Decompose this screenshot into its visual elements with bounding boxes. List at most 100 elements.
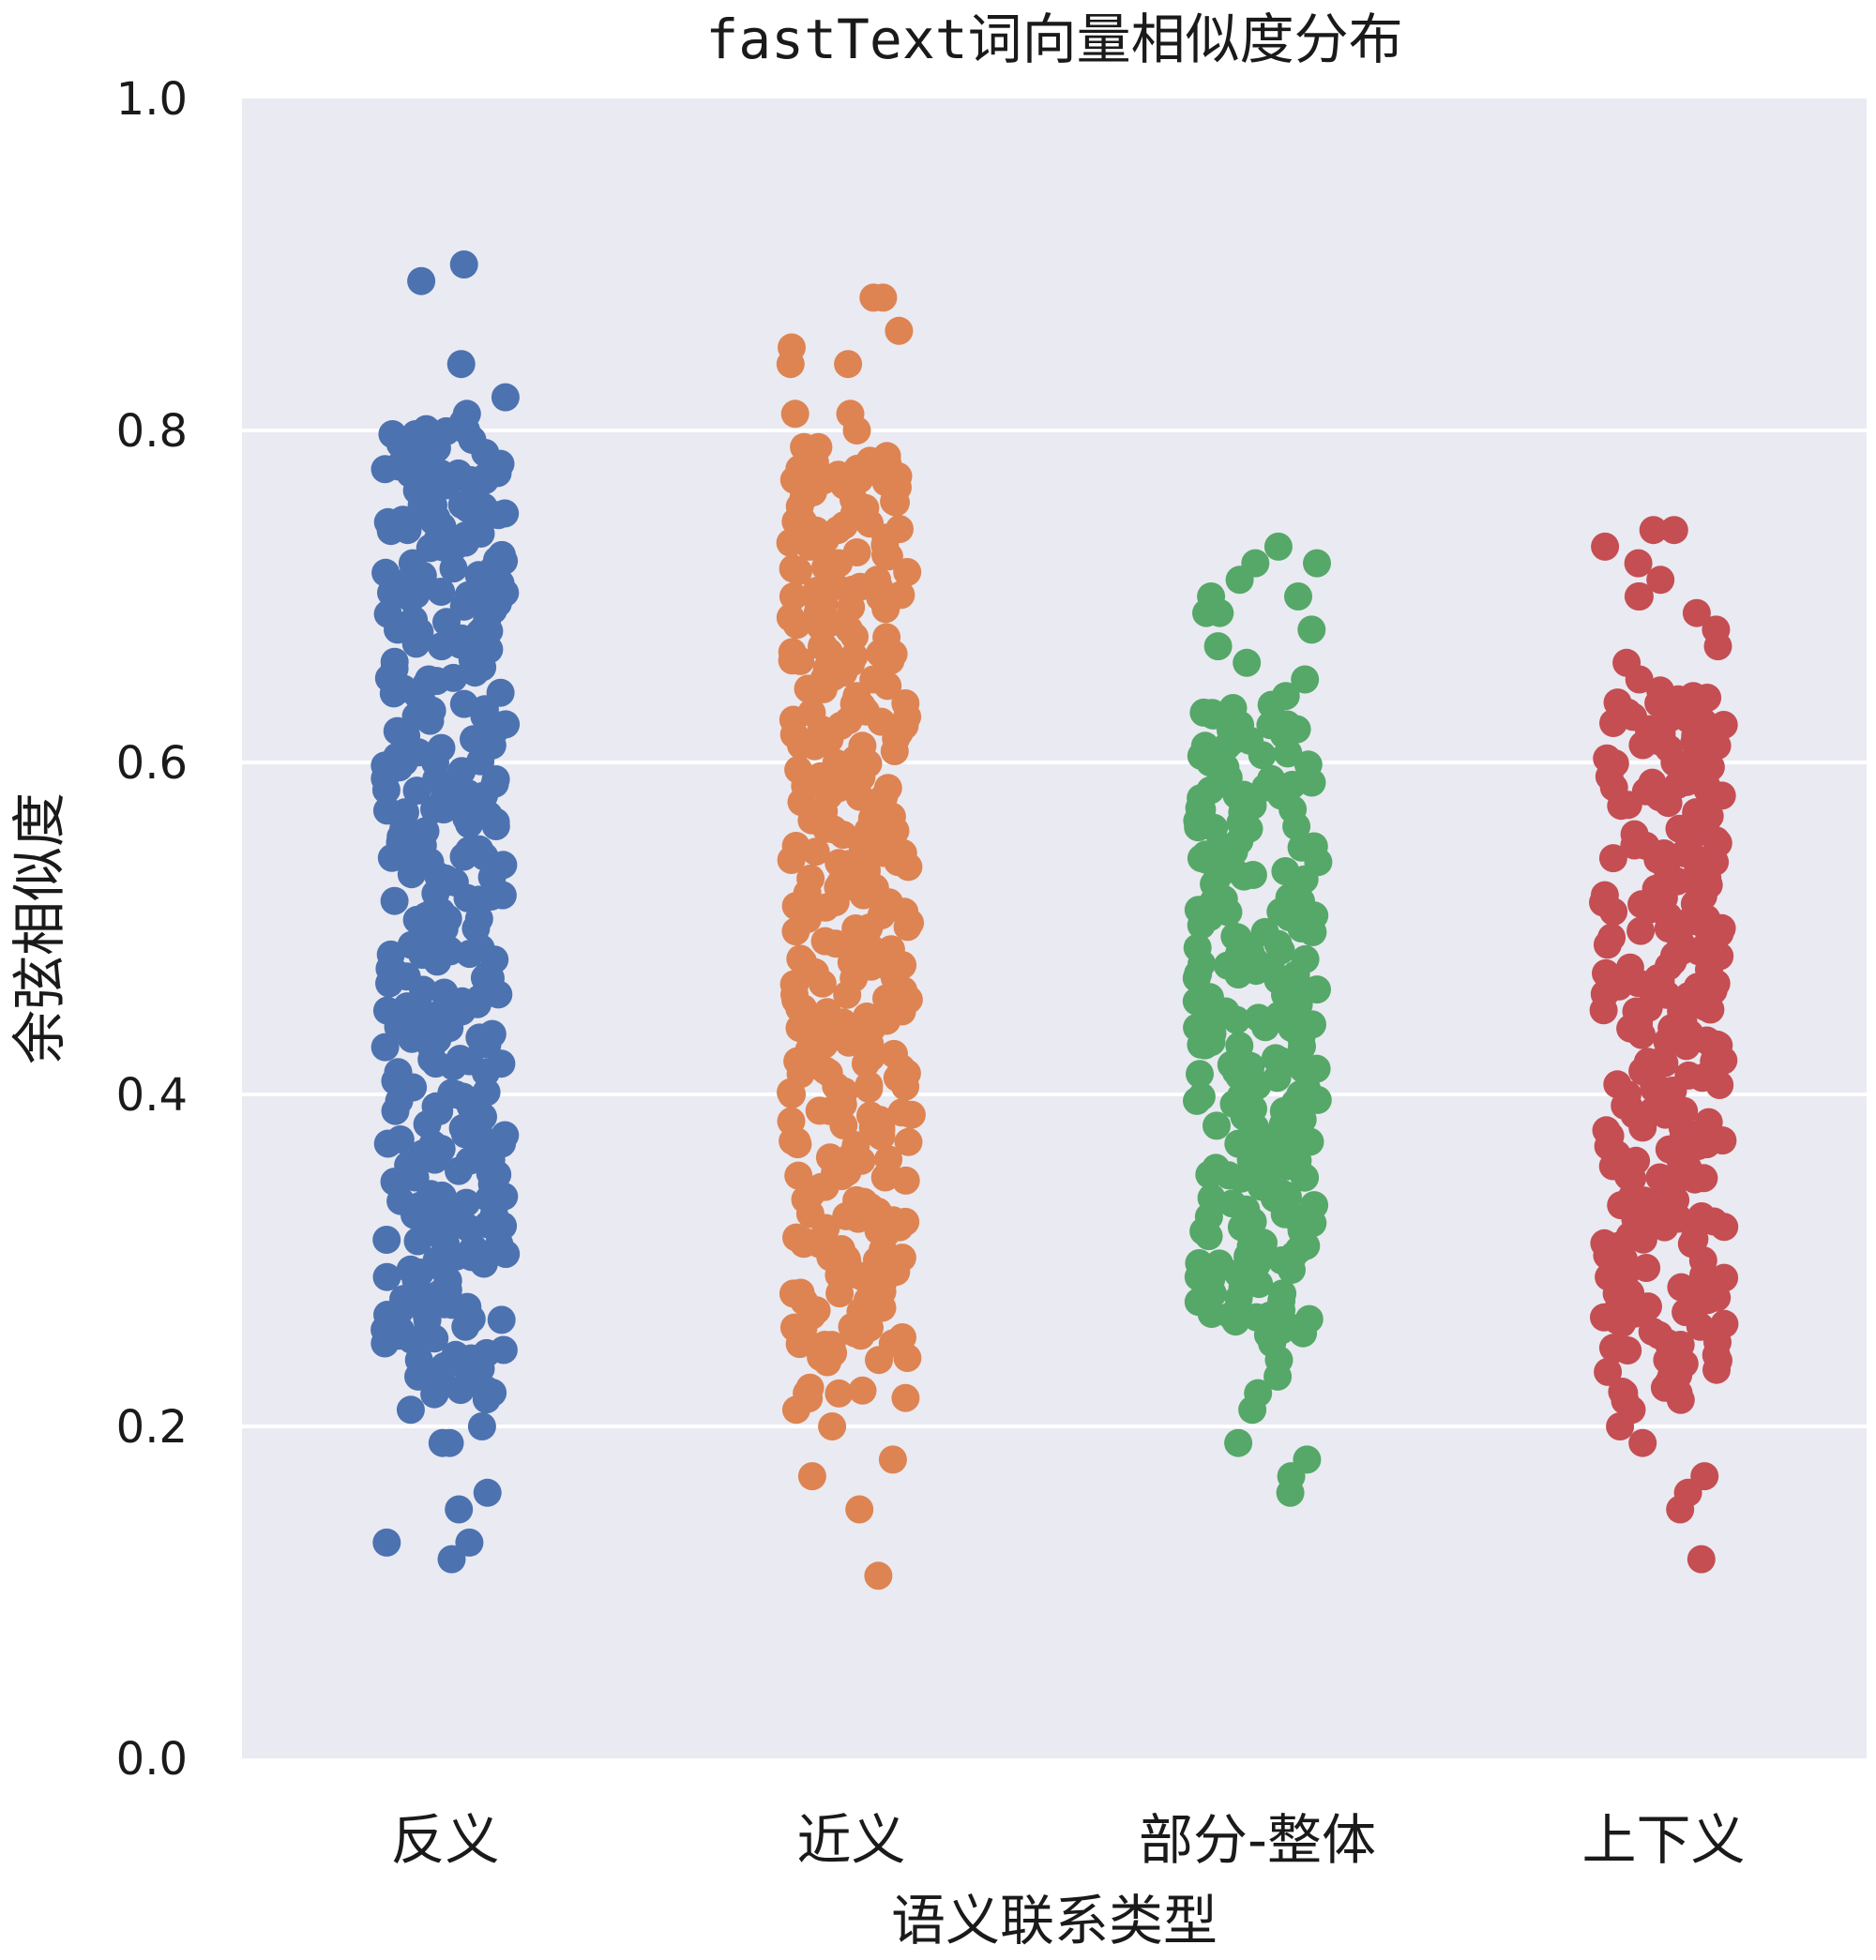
data-point xyxy=(784,1161,813,1190)
data-point xyxy=(392,962,421,991)
data-point xyxy=(832,1201,861,1230)
y-tick-labels: 0.0 0.2 0.4 0.6 0.8 1.0 xyxy=(116,73,188,1786)
x-tick-labels: 反义 近义 部分-整体 上下义 xyxy=(390,1808,1745,1872)
data-point xyxy=(808,969,837,998)
data-point xyxy=(1589,996,1618,1025)
data-point xyxy=(1608,1309,1637,1338)
data-point xyxy=(860,873,889,902)
data-point xyxy=(1591,532,1620,561)
data-point xyxy=(1219,837,1248,867)
data-point xyxy=(1222,1005,1251,1034)
data-point xyxy=(1628,1057,1657,1086)
data-point xyxy=(835,850,864,879)
data-point xyxy=(1689,1260,1717,1289)
data-point xyxy=(1257,690,1286,719)
data-point xyxy=(1303,549,1331,578)
data-point xyxy=(1224,1129,1253,1158)
data-point xyxy=(822,1072,851,1101)
data-point xyxy=(1688,882,1717,911)
data-point xyxy=(880,1039,908,1068)
data-point xyxy=(465,1023,494,1052)
data-point xyxy=(1705,1071,1734,1099)
data-point xyxy=(420,1380,449,1409)
data-point xyxy=(1631,776,1660,806)
data-point xyxy=(855,1071,884,1100)
data-point xyxy=(446,350,476,379)
data-point xyxy=(891,1166,920,1195)
data-point xyxy=(1185,1249,1214,1277)
data-point xyxy=(445,1156,473,1185)
data-point xyxy=(1607,792,1636,821)
data-point xyxy=(409,1009,438,1038)
data-point xyxy=(1297,615,1326,644)
data-point xyxy=(1627,890,1657,919)
data-point xyxy=(1694,755,1723,784)
data-point xyxy=(798,477,827,506)
data-point xyxy=(1278,1256,1306,1284)
data-point xyxy=(449,689,478,718)
data-point xyxy=(476,1159,505,1187)
data-point xyxy=(372,1262,401,1291)
data-point xyxy=(896,909,925,937)
data-point xyxy=(864,1561,893,1591)
data-point xyxy=(1625,1009,1654,1038)
data-point xyxy=(870,782,899,811)
data-point xyxy=(385,574,414,603)
data-point xyxy=(1626,916,1656,945)
data-point xyxy=(1299,832,1328,861)
x-tick-label: 部分-整体 xyxy=(1139,1808,1376,1872)
data-point xyxy=(435,1428,464,1457)
data-point xyxy=(855,1030,885,1059)
data-point xyxy=(1688,707,1717,736)
data-point xyxy=(789,1227,818,1256)
data-point xyxy=(371,1033,400,1062)
data-point xyxy=(1601,1255,1630,1284)
data-point xyxy=(1597,923,1626,952)
data-point xyxy=(1253,1320,1282,1349)
data-point xyxy=(1268,1279,1297,1308)
data-point xyxy=(1183,1013,1212,1042)
data-point xyxy=(1651,1100,1680,1129)
data-point xyxy=(1194,1222,1223,1251)
data-point xyxy=(1270,1199,1299,1229)
data-point xyxy=(1595,762,1624,791)
data-point xyxy=(1187,1082,1216,1111)
data-point xyxy=(819,815,848,844)
data-point xyxy=(1224,1284,1253,1313)
data-point xyxy=(429,533,457,562)
data-point xyxy=(1269,720,1298,749)
data-point xyxy=(776,603,805,632)
data-point xyxy=(427,733,456,762)
data-point xyxy=(778,646,807,675)
data-point xyxy=(873,671,902,701)
data-point xyxy=(824,460,853,490)
data-point xyxy=(481,807,510,837)
data-point xyxy=(874,824,903,853)
data-point xyxy=(430,782,459,811)
data-point xyxy=(797,1462,826,1491)
data-point xyxy=(891,1207,920,1236)
data-point xyxy=(794,1384,824,1413)
data-point xyxy=(826,1261,855,1290)
data-point xyxy=(427,578,456,606)
data-point xyxy=(372,1226,401,1254)
data-point xyxy=(1303,1085,1332,1114)
data-point xyxy=(452,804,481,833)
data-point xyxy=(851,493,880,522)
data-point xyxy=(811,1214,840,1243)
data-point xyxy=(384,452,413,481)
data-point xyxy=(794,1035,824,1064)
data-point xyxy=(376,517,405,546)
data-point xyxy=(1211,753,1240,782)
data-point xyxy=(872,623,901,652)
chart-title: fastText词向量相似度分布 xyxy=(705,8,1402,71)
data-point xyxy=(876,646,905,675)
data-point xyxy=(478,1379,507,1408)
data-point xyxy=(849,930,878,958)
data-point xyxy=(397,1325,426,1354)
data-point xyxy=(780,400,809,429)
data-point xyxy=(463,989,492,1018)
data-point xyxy=(828,1008,857,1037)
data-point xyxy=(1685,1285,1714,1314)
